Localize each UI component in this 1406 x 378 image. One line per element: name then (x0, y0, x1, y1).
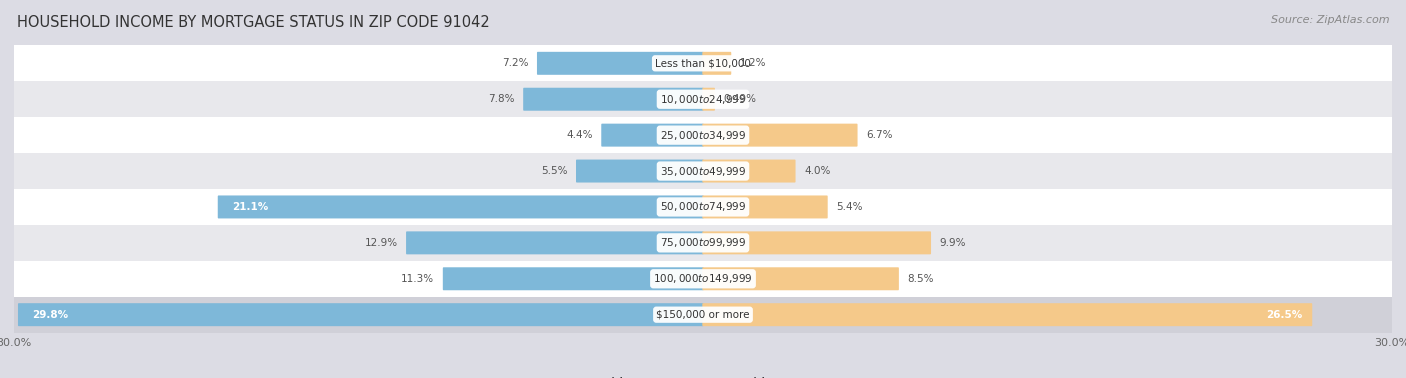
Text: 7.8%: 7.8% (488, 94, 515, 104)
Text: 8.5%: 8.5% (907, 274, 934, 284)
FancyBboxPatch shape (3, 189, 1403, 225)
Text: $35,000 to $49,999: $35,000 to $49,999 (659, 164, 747, 178)
FancyBboxPatch shape (703, 303, 1312, 326)
Text: 4.4%: 4.4% (567, 130, 593, 140)
Text: 5.4%: 5.4% (837, 202, 863, 212)
Legend: Without Mortgage, With Mortgage: Without Mortgage, With Mortgage (576, 377, 830, 378)
Text: 4.0%: 4.0% (804, 166, 831, 176)
FancyBboxPatch shape (18, 303, 703, 326)
FancyBboxPatch shape (3, 117, 1403, 153)
Text: $50,000 to $74,999: $50,000 to $74,999 (659, 200, 747, 214)
Text: 26.5%: 26.5% (1267, 310, 1302, 320)
Text: $10,000 to $24,999: $10,000 to $24,999 (659, 93, 747, 106)
FancyBboxPatch shape (703, 160, 796, 183)
FancyBboxPatch shape (576, 160, 703, 183)
Text: 29.8%: 29.8% (32, 310, 69, 320)
FancyBboxPatch shape (703, 88, 714, 111)
Text: Less than $10,000: Less than $10,000 (655, 58, 751, 68)
FancyBboxPatch shape (3, 225, 1403, 261)
Text: 1.2%: 1.2% (740, 58, 766, 68)
Text: 6.7%: 6.7% (866, 130, 893, 140)
Text: 11.3%: 11.3% (401, 274, 434, 284)
Text: Source: ZipAtlas.com: Source: ZipAtlas.com (1271, 15, 1389, 25)
FancyBboxPatch shape (3, 81, 1403, 117)
FancyBboxPatch shape (703, 231, 931, 254)
FancyBboxPatch shape (3, 261, 1403, 297)
FancyBboxPatch shape (406, 231, 703, 254)
Text: $100,000 to $149,999: $100,000 to $149,999 (654, 272, 752, 285)
FancyBboxPatch shape (703, 267, 898, 290)
Text: 0.49%: 0.49% (724, 94, 756, 104)
FancyBboxPatch shape (703, 195, 828, 218)
FancyBboxPatch shape (523, 88, 703, 111)
Text: 7.2%: 7.2% (502, 58, 529, 68)
FancyBboxPatch shape (218, 195, 703, 218)
FancyBboxPatch shape (537, 52, 703, 75)
Text: $25,000 to $34,999: $25,000 to $34,999 (659, 129, 747, 142)
FancyBboxPatch shape (703, 124, 858, 147)
Text: 5.5%: 5.5% (541, 166, 568, 176)
FancyBboxPatch shape (3, 45, 1403, 81)
FancyBboxPatch shape (602, 124, 703, 147)
Text: 21.1%: 21.1% (232, 202, 269, 212)
FancyBboxPatch shape (3, 153, 1403, 189)
Text: 9.9%: 9.9% (939, 238, 966, 248)
Text: 12.9%: 12.9% (364, 238, 398, 248)
FancyBboxPatch shape (703, 52, 731, 75)
Text: HOUSEHOLD INCOME BY MORTGAGE STATUS IN ZIP CODE 91042: HOUSEHOLD INCOME BY MORTGAGE STATUS IN Z… (17, 15, 489, 30)
FancyBboxPatch shape (443, 267, 703, 290)
Text: $150,000 or more: $150,000 or more (657, 310, 749, 320)
FancyBboxPatch shape (3, 297, 1403, 333)
Text: $75,000 to $99,999: $75,000 to $99,999 (659, 236, 747, 249)
